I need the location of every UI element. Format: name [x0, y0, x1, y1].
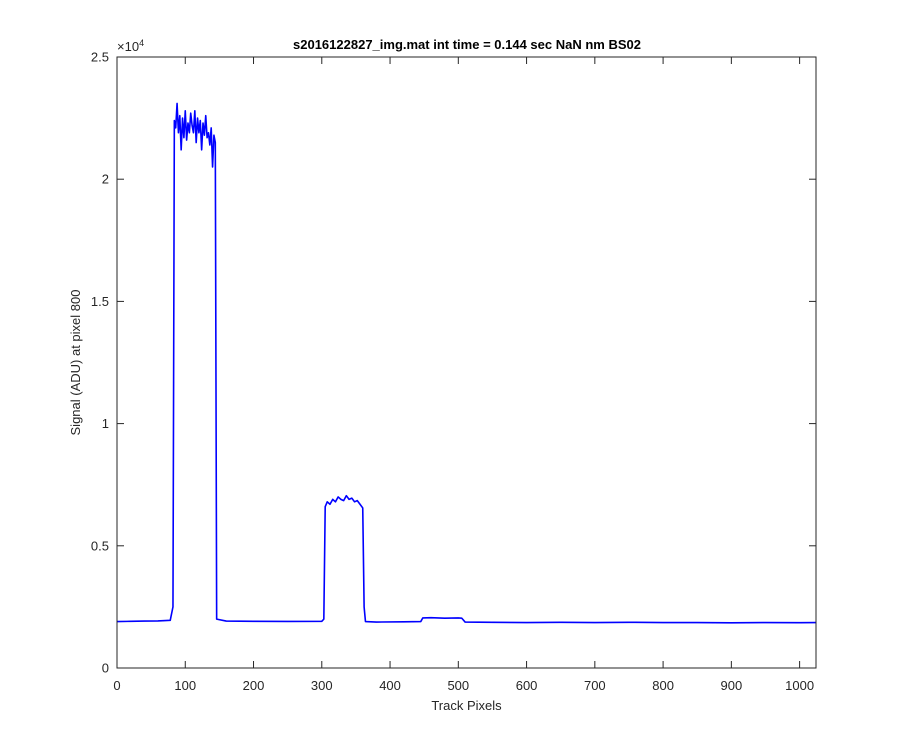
x-tick-label: 600 — [516, 678, 538, 693]
y-axis-exponent-base: ×10 — [117, 39, 139, 54]
y-tick-label: 1.5 — [91, 294, 109, 309]
svg-text:×104: ×104 — [117, 38, 144, 54]
y-axis-label: Signal (ADU) at pixel 800 — [68, 290, 83, 436]
x-tick-label: 700 — [584, 678, 606, 693]
y-tick-label: 2.5 — [91, 50, 109, 65]
plot-frame — [116, 56, 817, 669]
x-axis-ticks: 0 100 200 300 400 500 600 700 800 900 1000 — [113, 57, 814, 693]
x-tick-label: 1000 — [785, 678, 814, 693]
y-tick-label: 2 — [102, 172, 109, 187]
plot-area — [117, 57, 816, 668]
x-tick-label: 100 — [174, 678, 196, 693]
y-axis-exponent-power: 4 — [139, 38, 144, 48]
x-tick-label: 800 — [652, 678, 674, 693]
x-axis-label: Track Pixels — [431, 698, 502, 713]
x-tick-label: 500 — [447, 678, 469, 693]
x-tick-label: 400 — [379, 678, 401, 693]
x-tick-label: 900 — [721, 678, 743, 693]
y-axis-exponent: ×104 — [117, 38, 144, 54]
chart-title: s2016122827_img.mat int time = 0.144 sec… — [293, 37, 641, 52]
y-tick-label: 0.5 — [91, 538, 109, 553]
x-tick-label: 200 — [243, 678, 265, 693]
y-tick-label: 1 — [102, 416, 109, 431]
y-axis-ticks: 0 0.5 1 1.5 2 2.5 — [91, 50, 816, 676]
x-tick-label: 300 — [311, 678, 333, 693]
y-tick-label: 0 — [102, 661, 109, 676]
series-layer — [116, 102, 817, 624]
series-line-1 — [116, 102, 817, 624]
x-tick-label: 0 — [113, 678, 120, 693]
